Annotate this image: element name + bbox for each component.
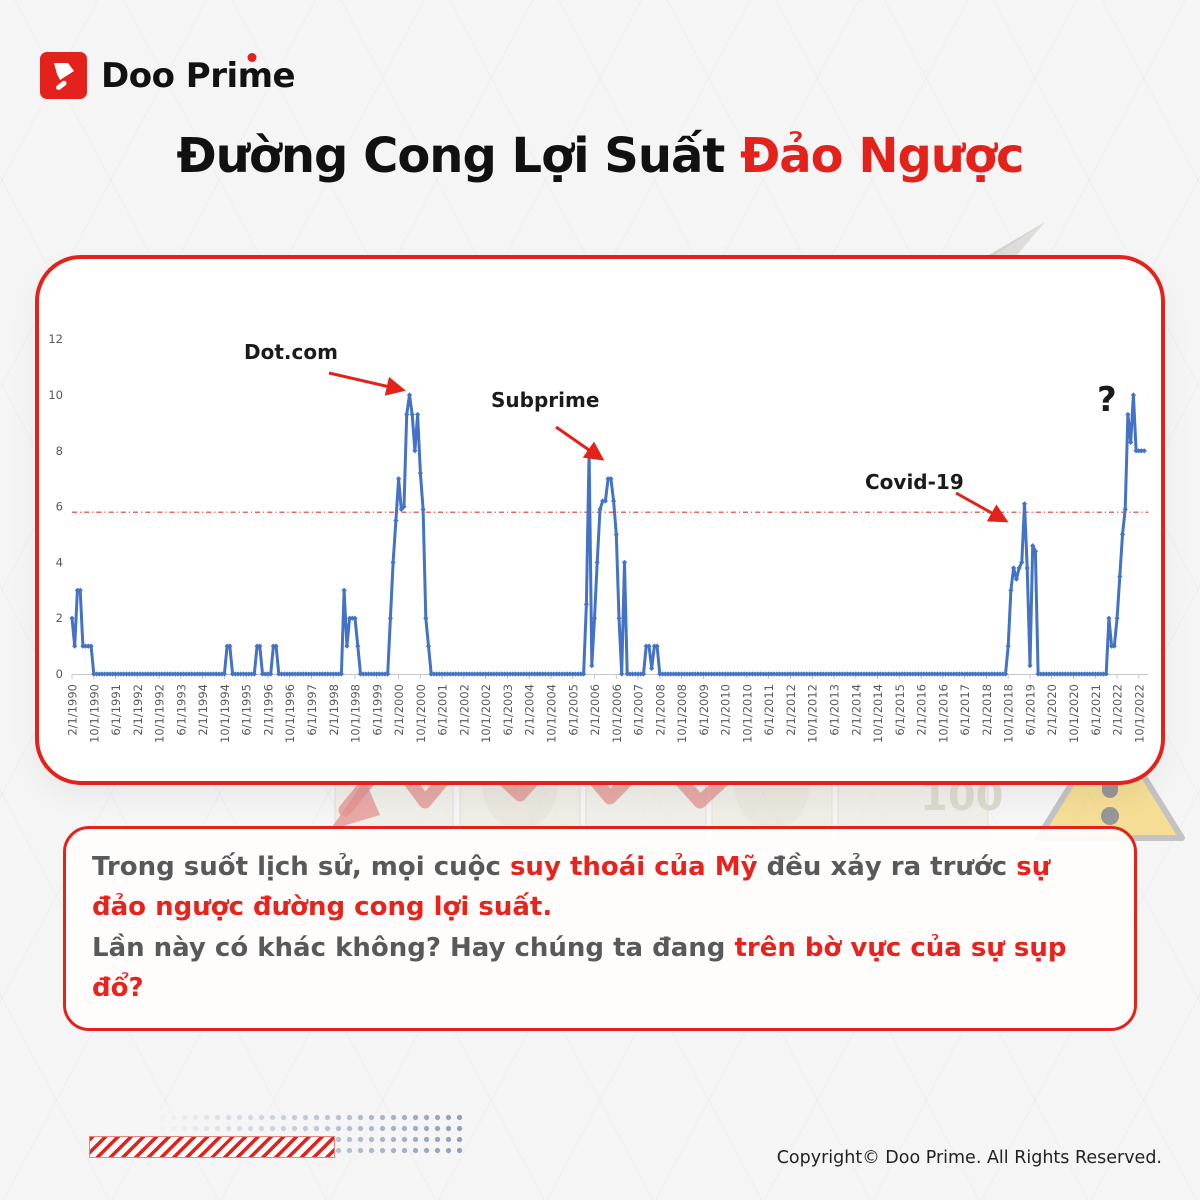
callout-segment: đều xảy ra trước <box>757 852 1017 882</box>
callout-segment: Lần này có khác không? Hay chúng ta đang <box>92 932 735 963</box>
svg-text:10/1/1994: 10/1/1994 <box>218 684 232 743</box>
svg-text:6/1/2015: 6/1/2015 <box>893 684 907 736</box>
copyright-text: Copyright© Doo Prime. All Rights Reserve… <box>776 1148 1162 1168</box>
svg-text:6/1/1997: 6/1/1997 <box>305 684 319 736</box>
svg-text:10/1/1990: 10/1/1990 <box>87 684 101 743</box>
svg-text:10/1/2016: 10/1/2016 <box>936 684 950 743</box>
svg-text:2: 2 <box>56 611 63 625</box>
callout-segment: suy thoái của Mỹ <box>509 852 758 882</box>
svg-text:6/1/2021: 6/1/2021 <box>1089 684 1103 736</box>
svg-text:6/1/2007: 6/1/2007 <box>632 684 646 736</box>
callout-segment: trên bờ vực của sự sụp đổ? <box>92 932 1067 1003</box>
svg-text:10/1/1996: 10/1/1996 <box>283 684 297 743</box>
svg-text:6/1/2011: 6/1/2011 <box>762 684 776 736</box>
svg-text:2/1/1996: 2/1/1996 <box>261 684 275 736</box>
svg-text:10/1/2002: 10/1/2002 <box>479 684 493 743</box>
doo-prime-logo-icon <box>40 52 87 99</box>
svg-text:10/1/2022: 10/1/2022 <box>1132 684 1146 743</box>
title-red: Đảo Ngược <box>740 128 1024 184</box>
yield-curve-chart: 2/1/1990 10/1/1990 6/1/1991 2/1/1992 10/1/19… <box>48 332 1149 743</box>
svg-text:2/1/2002: 2/1/2002 <box>457 684 471 736</box>
svg-text:6/1/2019: 6/1/2019 <box>1023 684 1037 736</box>
svg-text:10/1/2014: 10/1/2014 <box>871 684 885 743</box>
svg-text:6/1/2017: 6/1/2017 <box>958 684 972 736</box>
svg-text:6/1/2003: 6/1/2003 <box>501 684 515 736</box>
svg-text:Subprime: Subprime <box>491 388 599 412</box>
doo-prime-logo: Doo Prime <box>40 52 296 99</box>
svg-text:2/1/2012: 2/1/2012 <box>784 684 798 736</box>
svg-text:2/1/2010: 2/1/2010 <box>719 684 733 736</box>
svg-text:6/1/2013: 6/1/2013 <box>828 684 842 736</box>
svg-text:10/1/2006: 10/1/2006 <box>610 684 624 743</box>
callout-segment: sự đảo ngược đường cong lợi suất. <box>92 852 1051 923</box>
svg-text:6/1/2009: 6/1/2009 <box>697 684 711 736</box>
svg-text:6/1/1993: 6/1/1993 <box>174 684 188 736</box>
svg-text:Dot.com: Dot.com <box>244 340 338 364</box>
svg-text:6/1/1991: 6/1/1991 <box>109 684 123 736</box>
svg-text:2/1/1992: 2/1/1992 <box>131 684 145 736</box>
svg-text:2/1/2022: 2/1/2022 <box>1111 684 1125 736</box>
svg-text:2/1/1994: 2/1/1994 <box>196 684 210 736</box>
title-black: Đường Cong Lợi Suất <box>176 128 741 184</box>
svg-text:2/1/2008: 2/1/2008 <box>653 684 667 736</box>
svg-text:10: 10 <box>48 388 63 402</box>
logo-wordmark: Doo Prime <box>101 55 296 96</box>
svg-text:2/1/2020: 2/1/2020 <box>1045 684 1059 736</box>
svg-text:12: 12 <box>48 332 63 346</box>
callout-segment: Trong suốt lịch sử, mọi cuộc <box>92 852 510 882</box>
logo-i-red-dot <box>248 56 256 57</box>
page-title: Đường Cong Lợi Suất Đảo Ngược <box>0 128 1200 184</box>
chart-card: 2/1/1990 10/1/1990 6/1/1991 2/1/1992 10/1/19… <box>35 255 1165 785</box>
svg-text:10/1/2010: 10/1/2010 <box>740 684 754 743</box>
svg-text:?: ? <box>1097 380 1117 420</box>
svg-text:10/1/2018: 10/1/2018 <box>1002 684 1016 743</box>
hatched-bar-decoration <box>89 1136 335 1158</box>
svg-text:2/1/2014: 2/1/2014 <box>849 684 863 736</box>
svg-text:8: 8 <box>56 444 63 458</box>
svg-text:6/1/1999: 6/1/1999 <box>370 684 384 736</box>
svg-text:2/1/1990: 2/1/1990 <box>66 684 80 736</box>
svg-text:10/1/1998: 10/1/1998 <box>349 684 363 743</box>
svg-text:Covid-19: Covid-19 <box>865 470 964 494</box>
svg-text:2/1/2006: 2/1/2006 <box>588 684 602 736</box>
callout-box: Trong suốt lịch sử, mọi cuộc suy thoái c… <box>63 826 1137 1032</box>
svg-text:6/1/2001: 6/1/2001 <box>436 684 450 736</box>
svg-text:6/1/2005: 6/1/2005 <box>566 684 580 736</box>
svg-text:10/1/2004: 10/1/2004 <box>544 684 558 743</box>
svg-text:2/1/2018: 2/1/2018 <box>980 684 994 736</box>
svg-text:0: 0 <box>56 667 63 681</box>
svg-text:6: 6 <box>56 500 63 514</box>
svg-text:10/1/1992: 10/1/1992 <box>153 684 167 743</box>
svg-text:2/1/2004: 2/1/2004 <box>523 684 537 736</box>
svg-text:2/1/2016: 2/1/2016 <box>915 684 929 736</box>
svg-text:4: 4 <box>56 555 63 569</box>
svg-text:10/1/2000: 10/1/2000 <box>414 684 428 743</box>
svg-text:10/1/2020: 10/1/2020 <box>1067 684 1081 743</box>
svg-text:2/1/1998: 2/1/1998 <box>327 684 341 736</box>
svg-text:6/1/1995: 6/1/1995 <box>240 684 254 736</box>
svg-text:2/1/2000: 2/1/2000 <box>392 684 406 736</box>
svg-text:10/1/2008: 10/1/2008 <box>675 684 689 743</box>
svg-text:10/1/2012: 10/1/2012 <box>806 684 820 743</box>
